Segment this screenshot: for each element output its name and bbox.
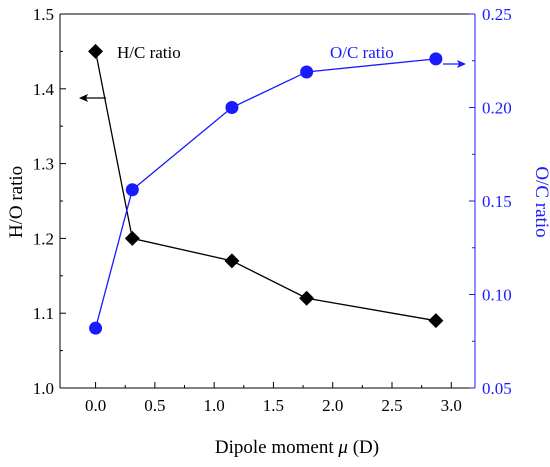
series-layer bbox=[88, 43, 444, 335]
x-tick-label: 1.5 bbox=[263, 396, 284, 415]
oc-ratio-point bbox=[429, 52, 443, 66]
y-left-tick-label: 1.0 bbox=[33, 379, 54, 398]
y-right-tick-label: 0.10 bbox=[482, 286, 512, 305]
y-right-tick-label: 0.20 bbox=[482, 99, 512, 118]
oc-ratio-point bbox=[300, 65, 314, 79]
oc-ratio-annotation: O/C ratio bbox=[330, 43, 394, 62]
hc-ratio-point bbox=[299, 290, 315, 306]
annotations: H/C ratio O/C ratio bbox=[79, 43, 466, 102]
x-axis-label-symbol: μ bbox=[337, 437, 348, 458]
y-right-tick-label: 0.15 bbox=[482, 192, 512, 211]
x-axis: 0.0 0.5 1.0 1.5 2.0 2.5 3.0 bbox=[85, 382, 462, 415]
x-tick-label: 2.5 bbox=[381, 396, 402, 415]
hc-ratio-point bbox=[88, 43, 104, 59]
x-tick-label: 0.5 bbox=[144, 396, 165, 415]
hc-ratio-point bbox=[428, 313, 444, 329]
y-left-tick-label: 1.5 bbox=[33, 5, 54, 24]
left-axis-arrow-head bbox=[79, 94, 88, 102]
x-axis-label-text: Dipole moment bbox=[215, 437, 334, 458]
oc-ratio-line bbox=[94, 58, 436, 329]
right-axis-arrow-head bbox=[457, 60, 466, 68]
y-right-tick-label: 0.05 bbox=[482, 379, 512, 398]
x-tick-label: 0.0 bbox=[85, 396, 106, 415]
x-tick-label: 2.0 bbox=[322, 396, 343, 415]
oc-ratio-point bbox=[225, 101, 239, 114]
y-left-tick-label: 1.3 bbox=[33, 155, 54, 174]
y-axis-left-label: H/O ratio bbox=[6, 166, 27, 238]
oc-ratio-point bbox=[125, 183, 139, 197]
hc-ratio-point bbox=[124, 230, 140, 246]
y-right-tick-label: 0.25 bbox=[482, 5, 512, 24]
plot-frame bbox=[59, 13, 476, 389]
hc-ratio-annotation: H/C ratio bbox=[117, 43, 181, 62]
x-tick-label: 3.0 bbox=[441, 396, 462, 415]
x-axis-label: Dipole moment μ (D) bbox=[215, 437, 379, 458]
oc-ratio-point bbox=[89, 321, 103, 335]
y-axis-right-label: O/C ratio bbox=[531, 166, 550, 237]
hc-ratio-point bbox=[224, 253, 240, 269]
y-left-tick-label: 1.1 bbox=[33, 304, 54, 323]
y-axis-left: 1.0 1.1 1.2 1.3 1.4 1.5 bbox=[33, 5, 66, 398]
y-left-tick-label: 1.4 bbox=[33, 80, 55, 99]
x-axis-label-unit: (D) bbox=[353, 437, 379, 458]
x-tick-label: 1.0 bbox=[204, 396, 225, 415]
y-left-tick-label: 1.2 bbox=[33, 229, 54, 248]
y-axis-right: 0.05 0.10 0.15 0.20 0.25 bbox=[469, 5, 512, 398]
